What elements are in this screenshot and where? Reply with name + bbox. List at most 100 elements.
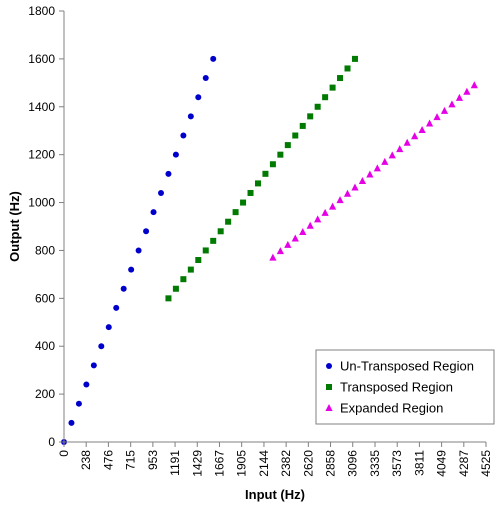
expanded-region-point: [396, 145, 404, 153]
transposed-region-point: [225, 218, 232, 225]
expanded-region-point: [336, 196, 344, 204]
expanded-region-point: [403, 138, 411, 146]
y-tick-label: 400: [35, 339, 55, 353]
expanded-region-point: [276, 247, 284, 255]
transposed-region-point: [180, 276, 187, 283]
transposed-region-point: [307, 113, 314, 120]
un-transposed-region-point: [98, 343, 105, 350]
y-tick-label: 1600: [28, 52, 55, 66]
transposed-region-point: [314, 103, 321, 110]
y-tick-label: 800: [35, 243, 55, 257]
un-transposed-region-point: [75, 400, 82, 407]
x-tick-label: 1191: [168, 450, 182, 476]
ticks: 0 200 400 600 800 1000 1200 1400 1600 1800 0 238 476…: [28, 4, 493, 477]
un-transposed-region-point: [105, 324, 112, 331]
transposed-region-point: [195, 257, 202, 264]
legend-marker-transposed-region: [326, 384, 332, 390]
un-transposed-region-point: [113, 304, 120, 311]
transposed-region-point: [292, 132, 299, 139]
y-tick-label: 1800: [28, 4, 55, 18]
legend: Un-Transposed Region Transposed Region Exp…: [315, 349, 495, 425]
un-transposed-region-point: [68, 419, 75, 426]
expanded-region-point: [373, 164, 381, 172]
transposed-region-point: [165, 295, 172, 302]
x-tick-label: 4525: [479, 450, 493, 477]
legend-box: [315, 349, 495, 425]
un-transposed-region-point: [157, 189, 164, 196]
expanded-region-point: [351, 183, 359, 191]
un-transposed-region-point: [135, 247, 142, 254]
expanded-region-point: [284, 240, 292, 248]
expanded-region-point: [388, 151, 396, 159]
x-tick-label: 1905: [235, 450, 249, 477]
x-tick-label: 3335: [368, 450, 382, 477]
x-tick-label: 3573: [390, 450, 404, 477]
transposed-region-point: [172, 285, 179, 292]
expanded-region-point: [306, 221, 314, 229]
x-tick-label: 1667: [212, 450, 226, 477]
expanded-region-point: [448, 100, 456, 108]
expanded-region-point: [455, 93, 464, 101]
expanded-region-point: [291, 234, 299, 242]
expanded-region-point: [321, 208, 329, 216]
transposed-region-point: [202, 247, 209, 254]
transposed-region-point: [217, 228, 224, 235]
axes: [63, 11, 486, 443]
x-tick-label: 238: [79, 450, 93, 470]
x-tick-label: 4287: [457, 450, 471, 477]
legend-marker-un-transposed-region: [326, 363, 332, 369]
x-tick-label: 2144: [257, 450, 271, 477]
x-tick-label: 3811: [412, 450, 426, 476]
expanded-region-point: [343, 189, 352, 197]
y-tick-label: 1400: [28, 100, 55, 114]
expanded-region-point: [314, 215, 322, 223]
x-tick-label: 715: [124, 450, 138, 470]
legend-label-transposed-region: Transposed Region: [340, 380, 453, 395]
x-tick-label: 953: [146, 450, 160, 470]
un-transposed-region-point: [90, 362, 97, 369]
x-axis-title: Input (Hz): [245, 487, 305, 502]
un-transposed-region-point: [165, 170, 172, 177]
transposed-region-point: [351, 55, 358, 62]
y-tick-label: 1000: [28, 196, 55, 210]
transposed-region-point: [299, 122, 306, 129]
un-transposed-region-point: [187, 113, 194, 120]
x-tick-label: 1429: [190, 450, 204, 477]
transposed-region-point: [210, 237, 217, 244]
y-axis-title: Output (Hz): [7, 191, 22, 262]
transposed-region-point: [232, 209, 239, 216]
legend-marker-expanded-region: [325, 404, 333, 411]
expanded-region-point: [440, 106, 449, 114]
un-transposed-region-point: [128, 266, 135, 273]
transposed-region-point: [187, 266, 194, 273]
y-tick-label: 0: [48, 435, 55, 449]
un-transposed-region-point: [83, 381, 90, 388]
y-tick-label: 1200: [28, 148, 55, 162]
transposed-region-point: [269, 161, 276, 168]
expanded-region-point: [418, 126, 426, 134]
transposed-region-point: [262, 170, 269, 177]
transposed-region-point: [247, 189, 254, 196]
x-tick-label: 2382: [279, 450, 293, 477]
transposed-region-point: [337, 75, 344, 82]
expanded-region-point: [470, 81, 478, 89]
transposed-region-point: [322, 94, 329, 101]
un-transposed-region-point: [210, 55, 217, 62]
expanded-region-point: [299, 228, 307, 236]
expanded-region-point: [366, 170, 374, 178]
expanded-region-point: [425, 119, 434, 127]
expanded-region-point: [328, 202, 337, 210]
expanded-region-point: [269, 253, 277, 261]
expanded-region-point: [463, 87, 471, 95]
x-tick-label: 2858: [324, 450, 338, 477]
x-tick-label: 476: [101, 450, 115, 470]
x-tick-label: 3096: [346, 450, 360, 477]
expanded-region-point: [433, 113, 441, 121]
un-transposed-region-point: [143, 228, 150, 235]
un-transposed-region-point: [195, 94, 202, 101]
un-transposed-region-point: [120, 285, 127, 292]
transposed-region-point: [329, 84, 336, 91]
x-tick-label: 2620: [301, 450, 315, 477]
expanded-region-point: [381, 157, 389, 165]
